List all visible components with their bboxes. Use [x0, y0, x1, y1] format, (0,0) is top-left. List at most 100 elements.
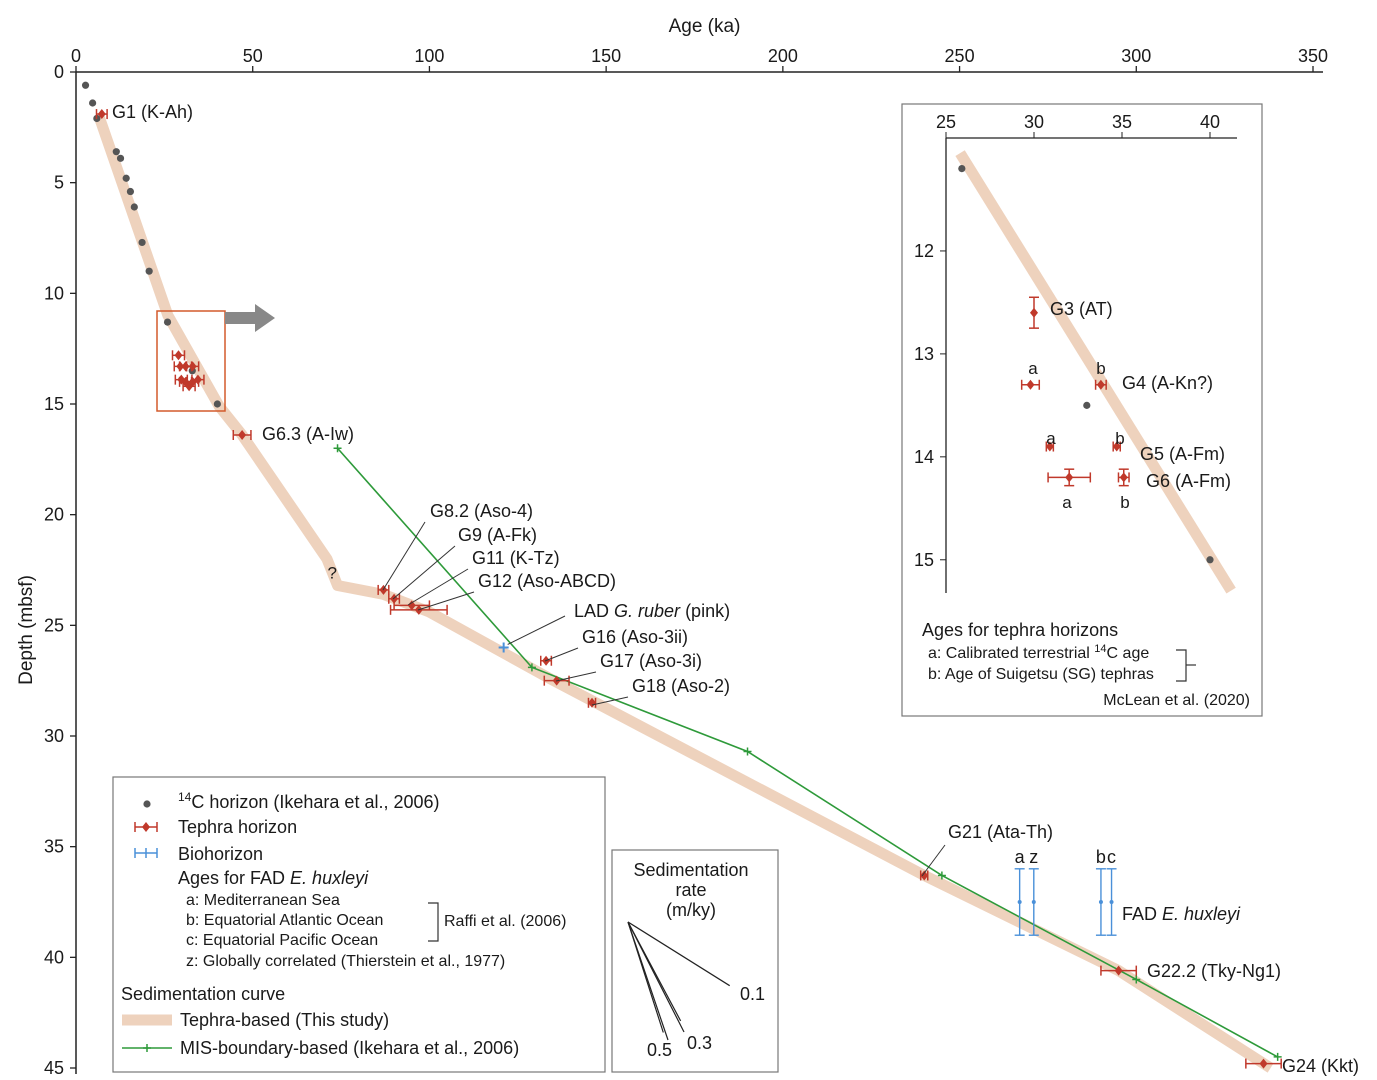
label-leader [921, 844, 946, 877]
tephra-label: G21 (Ata-Th) [948, 822, 1053, 842]
c14-point [81, 81, 90, 89]
label-leader [544, 647, 579, 662]
label-leader [591, 696, 629, 706]
rate-label: 0.5 [647, 1040, 672, 1060]
legend-tephra-curve-text: Tephra-based (This study) [180, 1010, 389, 1030]
inset-y-tick-label: 15 [914, 550, 934, 570]
mis-marker [1273, 1052, 1282, 1061]
inset-c14-point [958, 164, 966, 173]
inset-c14-point [1083, 401, 1091, 409]
inset-key-label: a [1062, 493, 1072, 512]
legend-bio-text: Biohorizon [178, 844, 263, 864]
x-tick-label: 50 [243, 46, 263, 66]
inset-tephra-point [1047, 468, 1092, 487]
x-tick-label: 150 [591, 46, 621, 66]
fad-label: FAD E. huxleyi [1122, 904, 1241, 924]
tephra-point [142, 822, 150, 832]
mis-marker [333, 444, 342, 453]
x-tick-label: 0 [71, 46, 81, 66]
y-tick-label: 25 [44, 615, 64, 635]
inset-x-tick-label: 35 [1112, 112, 1132, 132]
tephra-horizon [232, 429, 252, 440]
inset-tephra-label: G6 (A-Fm) [1146, 471, 1231, 491]
inset-frame [901, 103, 1263, 717]
y-tick-label: 15 [44, 394, 64, 414]
tephra-horizon [393, 600, 431, 611]
tephra-horizon [1100, 965, 1138, 976]
label-leader [417, 591, 475, 611]
legend-frame [112, 776, 606, 1073]
inset-y-tick-label: 13 [914, 344, 934, 364]
fad-key-label: a [1015, 847, 1026, 867]
inset-legend-a-sup: 14 [1094, 643, 1106, 655]
tephra-point [1026, 379, 1035, 390]
tephra-point [174, 350, 183, 361]
tephra-point [193, 374, 202, 385]
legend-box: 14C horizon (Ikehara et al., 2006) Tephra… [112, 776, 606, 1073]
inset-legend-a: a: Calibrated terrestrial 14C age [928, 643, 1149, 662]
fad-key-label: c [1107, 847, 1116, 867]
y-tick-label: 30 [44, 726, 64, 746]
inset-tephra-point [1112, 441, 1121, 452]
inset-tephra-point [1029, 296, 1039, 329]
inset-key-label: b [1120, 493, 1129, 512]
c14-point [213, 400, 221, 408]
c14-point [122, 174, 130, 182]
rate-line [627, 921, 669, 1041]
c14-point [126, 187, 135, 196]
inset-legend-a-part: a: Calibrated terrestrial [928, 645, 1094, 662]
mis-boundary-curve [336, 447, 1279, 1058]
y-tick-label: 20 [44, 505, 64, 525]
x-tick-label: 100 [414, 46, 444, 66]
tephra-point [407, 600, 416, 611]
tephra-point [238, 429, 247, 440]
main-plot: 0 50 100 150 200 250 300 350 0 5 10 15 20 25 30 35 40 45 A… [16, 16, 1359, 1078]
y-tick-label: 45 [44, 1058, 64, 1078]
inset-key-label: b [1115, 429, 1124, 448]
inset-c14-point [1206, 556, 1214, 564]
rate-frame [611, 849, 779, 1073]
tephra-label: G16 (Aso-3ii) [582, 627, 688, 647]
mis-marker [743, 747, 752, 756]
legend-bio-symbol [134, 848, 158, 858]
inset-legend-title: Ages for tephra horizons [922, 620, 1118, 640]
inset-key-label: a [1028, 359, 1038, 378]
y-tick-label: 40 [44, 947, 64, 967]
y-tick-label: 35 [44, 837, 64, 857]
legend-c14-part: C horizon (Ikehara et al., 2006) [191, 792, 439, 812]
rate-title-line: Sedimentation [633, 860, 748, 880]
tephra-point [1030, 307, 1038, 318]
legend-c14-text: 14C horizon (Ikehara et al., 2006) [178, 790, 440, 812]
inset-tephra-point [1094, 379, 1107, 390]
legend-fad-ref: Raffi et al. (2006) [444, 913, 566, 930]
legend-fad-title-part: E. huxleyi [290, 868, 369, 888]
c14-point [138, 238, 146, 247]
c14-point [145, 267, 153, 275]
biohorizon-label-part: LAD [574, 601, 614, 621]
label-leader [507, 615, 566, 645]
tephra-horizon [587, 697, 597, 708]
biohorizon-point [498, 642, 509, 653]
fad-key-label: b [1096, 847, 1106, 867]
inset-tephra-point [1020, 379, 1041, 390]
y-axis-title: Depth (mbsf) [16, 575, 37, 685]
fad-key-label: z [1029, 847, 1038, 867]
tephra-label: G12 (Aso-ABCD) [478, 571, 616, 591]
tephra-point [1259, 1058, 1268, 1069]
x-tick-label: 250 [945, 46, 975, 66]
legend-fad-b: b: Equatorial Atlantic Ocean [186, 912, 383, 929]
tephra-based-curve [93, 114, 1274, 1073]
c14-point [89, 99, 97, 107]
x-tick-label: 350 [1298, 46, 1328, 66]
tephra-point [1096, 379, 1105, 390]
inset-y-tick-label: 12 [914, 241, 934, 261]
biohorizon-label: LAD G. ruber (pink) [574, 601, 730, 621]
legend-tephra-symbol [134, 822, 158, 832]
c14-point [163, 318, 172, 326]
tephra-label: G9 (A-Fk) [458, 525, 537, 545]
inset-x-tick-label: 25 [936, 112, 956, 132]
x-tick-label: 200 [768, 46, 798, 66]
mis-marker [527, 663, 536, 672]
